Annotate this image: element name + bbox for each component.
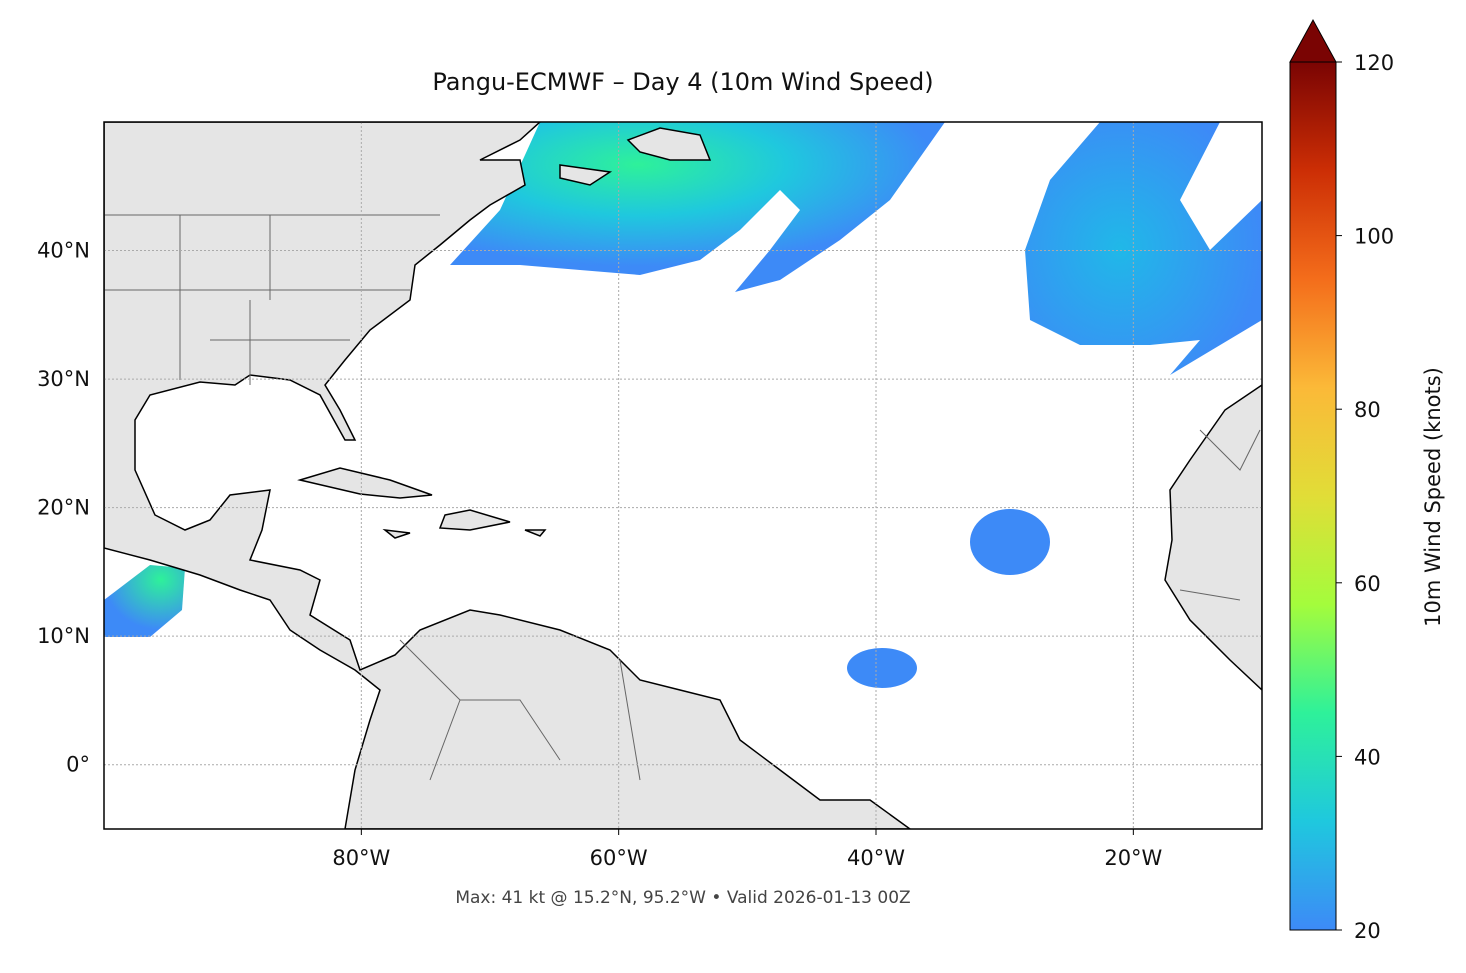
y-tick-label: 0° [66, 753, 90, 777]
land [104, 122, 912, 829]
colorbar-tick-label: 40 [1354, 745, 1381, 769]
wind-area [847, 648, 917, 688]
map-frame [103, 121, 1263, 830]
y-tick-label: 40°N [37, 239, 90, 263]
colorbar-label: 10m Wind Speed (knots) [1421, 367, 1445, 627]
x-tick-label: 20°W [1104, 846, 1162, 870]
wind-area [970, 509, 1050, 575]
colorbar-tick-label: 20 [1354, 919, 1381, 943]
y-tick-label: 10°N [37, 624, 90, 648]
map [104, 122, 1262, 829]
wind-area [104, 565, 185, 637]
colorbar-tick-label: 100 [1354, 225, 1394, 249]
border [104, 214, 1261, 781]
footnote: Max: 41 kt @ 15.2°N, 95.2°W • Valid 2026… [455, 888, 910, 908]
y-tick-label: 30°N [37, 367, 90, 391]
colorbar-tick-label: 60 [1354, 572, 1381, 596]
x-tick-label: 60°W [590, 846, 648, 870]
x-tick-label: 80°W [332, 846, 390, 870]
colorbar-tick-label: 120 [1354, 51, 1394, 75]
land [297, 127, 712, 539]
land [1164, 384, 1262, 692]
x-tick-label: 40°W [847, 846, 905, 870]
colorbar [1289, 61, 1337, 931]
wind-area [1025, 122, 1262, 375]
chart-title: Pangu-ECMWF – Day 4 (10m Wind Speed) [432, 68, 933, 96]
wind-area [450, 122, 945, 292]
y-tick-label: 20°N [37, 496, 90, 520]
colorbar-tick-label: 80 [1354, 398, 1381, 422]
colorbar-extend [1289, 18, 1337, 63]
grid [104, 122, 1262, 829]
